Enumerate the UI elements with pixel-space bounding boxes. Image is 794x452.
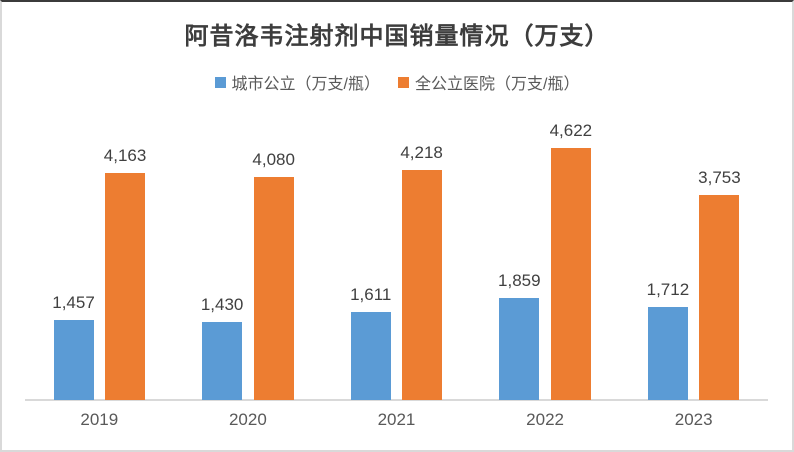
x-axis-line [25,399,768,401]
bar-series-all-public-hospital-2019 [105,173,146,400]
bar-series-city-public-2021 [350,312,391,400]
bar-value-label-series-all-public-hospital-2023: 3,753 [698,168,741,187]
bar-series-all-public-hospital-2021 [401,170,442,400]
bar-series-city-public-2019 [53,320,94,400]
legend-swatch-series-city-public [214,76,226,88]
bar-group-2022: 1,859 4,622 [471,121,620,400]
bar-group-2020: 1,430 4,080 [174,150,323,400]
legend-item-series-all-public-hospital: 全公立医院（万支/瓶） [398,70,579,94]
bar-series-all-public-hospital-2023 [699,195,740,400]
bar-value-label-series-all-public-hospital-2019: 4,163 [103,146,147,165]
bar-series-city-public-2023 [647,307,688,400]
bar-value-label-series-all-public-hospital-2022: 4,622 [549,121,593,140]
bar-cell-series-city-public-2021: 1,611 [350,285,391,400]
bar-value-label-series-all-public-hospital-2020: 4,080 [252,150,295,169]
bar-value-label-series-city-public-2022: 1,859 [498,271,541,290]
legend-label-series-city-public: 城市公立（万支/瓶） [231,76,380,93]
bar-series-all-public-hospital-2020 [253,177,294,400]
bar-cell-series-city-public-2020: 1,430 [200,295,244,400]
chart-title: 阿昔洛韦注射剂中国销量情况（万支） [184,23,610,50]
x-axis-label-2022: 2022 [526,410,564,429]
bar-cell-series-all-public-hospital-2020: 4,080 [252,150,295,400]
x-axis-label-2021: 2021 [377,410,416,429]
legend-item-series-city-public: 城市公立（万支/瓶） [214,70,380,94]
bar-cell-series-all-public-hospital-2022: 4,622 [549,121,593,400]
bar-cell-series-city-public-2019: 1,457 [52,293,95,400]
x-axis-label-2019: 2019 [80,410,119,429]
plot-area: 1,457 4,163 1,430 4,080 1,611 4,218 1,859 4,622… [25,100,768,400]
bar-cell-series-city-public-2022: 1,859 [498,271,541,400]
bar-series-all-public-hospital-2022 [550,148,591,400]
bar-cell-series-all-public-hospital-2019: 4,163 [103,146,147,400]
legend-swatch-series-all-public-hospital [398,76,409,88]
bar-value-label-series-city-public-2021: 1,611 [350,285,392,304]
bar-value-label-series-city-public-2019: 1,457 [52,293,95,312]
chart-legend: 城市公立（万支/瓶） 全公立医院（万支/瓶） [2,70,792,94]
x-axis-labels: 2019 2020 2021 2022 2023 [25,410,768,430]
bar-value-label-series-all-public-hospital-2021: 4,218 [400,143,443,162]
x-axis-label-2020: 2020 [228,410,267,429]
x-axis-label-2023: 2023 [674,410,713,429]
bar-group-2021: 1,611 4,218 [322,143,471,400]
bar-value-label-series-city-public-2023: 1,712 [646,280,690,299]
bar-value-label-series-city-public-2020: 1,430 [200,295,244,314]
bar-cell-series-city-public-2023: 1,712 [646,280,690,400]
bar-series-city-public-2022 [499,298,540,400]
bar-cell-series-all-public-hospital-2021: 4,218 [400,143,443,400]
bar-group-2023: 1,712 3,753 [619,168,768,400]
bar-series-city-public-2020 [202,322,243,400]
legend-label-series-all-public-hospital: 全公立医院（万支/瓶） [415,76,580,93]
bar-group-2019: 1,457 4,163 [25,146,174,400]
bar-cell-series-all-public-hospital-2023: 3,753 [698,168,741,400]
